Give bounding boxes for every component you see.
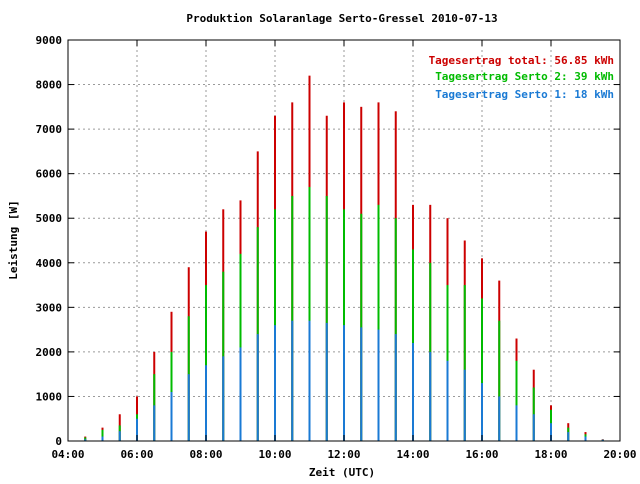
bar: [325, 195, 328, 441]
bar: [118, 431, 121, 441]
bar: [377, 204, 380, 441]
bar: [446, 360, 449, 441]
bar: [101, 429, 104, 441]
y-axis-title: Leistung [W]: [7, 200, 20, 279]
x-tick-label: 08:00: [189, 448, 222, 461]
bar: [377, 329, 380, 441]
bar: [256, 227, 259, 441]
legend-entry-total: Tagesertrag total: 56.85 kWh: [429, 54, 614, 67]
bar: [291, 195, 294, 441]
bar: [343, 325, 345, 441]
x-tick-label: 20:00: [603, 448, 636, 461]
bar: [498, 320, 501, 441]
legend: Tagesertrag total: 56.85 kWh Tagesertrag…: [429, 54, 614, 101]
y-tick-label: 0: [55, 435, 62, 448]
y-tick-label: 1000: [36, 390, 63, 403]
bar: [136, 418, 138, 441]
bar: [584, 436, 587, 441]
bar: [463, 369, 466, 441]
y-tick-label: 7000: [36, 123, 63, 136]
x-tick-label: 06:00: [120, 448, 153, 461]
bar: [308, 187, 311, 441]
bar: [515, 405, 518, 441]
y-tick-label: 3000: [36, 301, 63, 314]
bar: [360, 327, 363, 441]
x-tick-label: 16:00: [465, 448, 498, 461]
bar: [567, 432, 570, 441]
bar: [256, 334, 259, 441]
bar: [325, 322, 328, 441]
legend-entry-serto-1: Tagesertrag Serto 1: 18 kWh: [435, 88, 614, 101]
bar: [601, 439, 604, 441]
bar: [463, 285, 466, 441]
bar: [498, 396, 501, 441]
x-tick-label: 14:00: [396, 448, 429, 461]
x-tick-label: 18:00: [534, 448, 567, 461]
bar: [222, 356, 225, 441]
x-tick-label: 04:00: [51, 448, 84, 461]
bar: [239, 347, 242, 441]
y-tick-label: 9000: [36, 34, 63, 47]
bar: [532, 414, 535, 441]
x-axis-title: Zeit (UTC): [309, 466, 375, 479]
bar: [170, 391, 173, 441]
ticks-layer: 0 1000 2000 3000 4000 5000 6000 7000 8000 9000 04:…: [36, 34, 637, 461]
y-tick-label: 8000: [36, 79, 63, 92]
bar: [84, 439, 87, 441]
bar: [153, 405, 156, 441]
bar: [205, 365, 207, 441]
bar: [274, 325, 276, 441]
legend-entry-serto-2: Tagesertrag Serto 2: 39 kWh: [435, 70, 614, 83]
bar: [394, 334, 397, 441]
y-tick-label: 4000: [36, 257, 63, 270]
bar: [550, 423, 552, 441]
bar: [515, 360, 518, 441]
chart-title: Produktion Solaranlage Serto-Gressel 201…: [186, 12, 497, 25]
bar: [481, 298, 483, 441]
bar: [481, 383, 483, 441]
bar: [291, 320, 294, 441]
bar: [308, 320, 311, 441]
bar: [101, 436, 104, 441]
y-tick-label: 5000: [36, 212, 63, 225]
bar: [187, 374, 190, 441]
x-tick-label: 12:00: [327, 448, 360, 461]
y-tick-label: 6000: [36, 168, 63, 181]
bar: [412, 342, 414, 441]
y-tick-label: 2000: [36, 346, 63, 359]
x-tick-label: 10:00: [258, 448, 291, 461]
bar: [205, 285, 207, 441]
bar: [394, 218, 397, 441]
bars-layer: [84, 75, 604, 442]
bar: [429, 351, 432, 441]
